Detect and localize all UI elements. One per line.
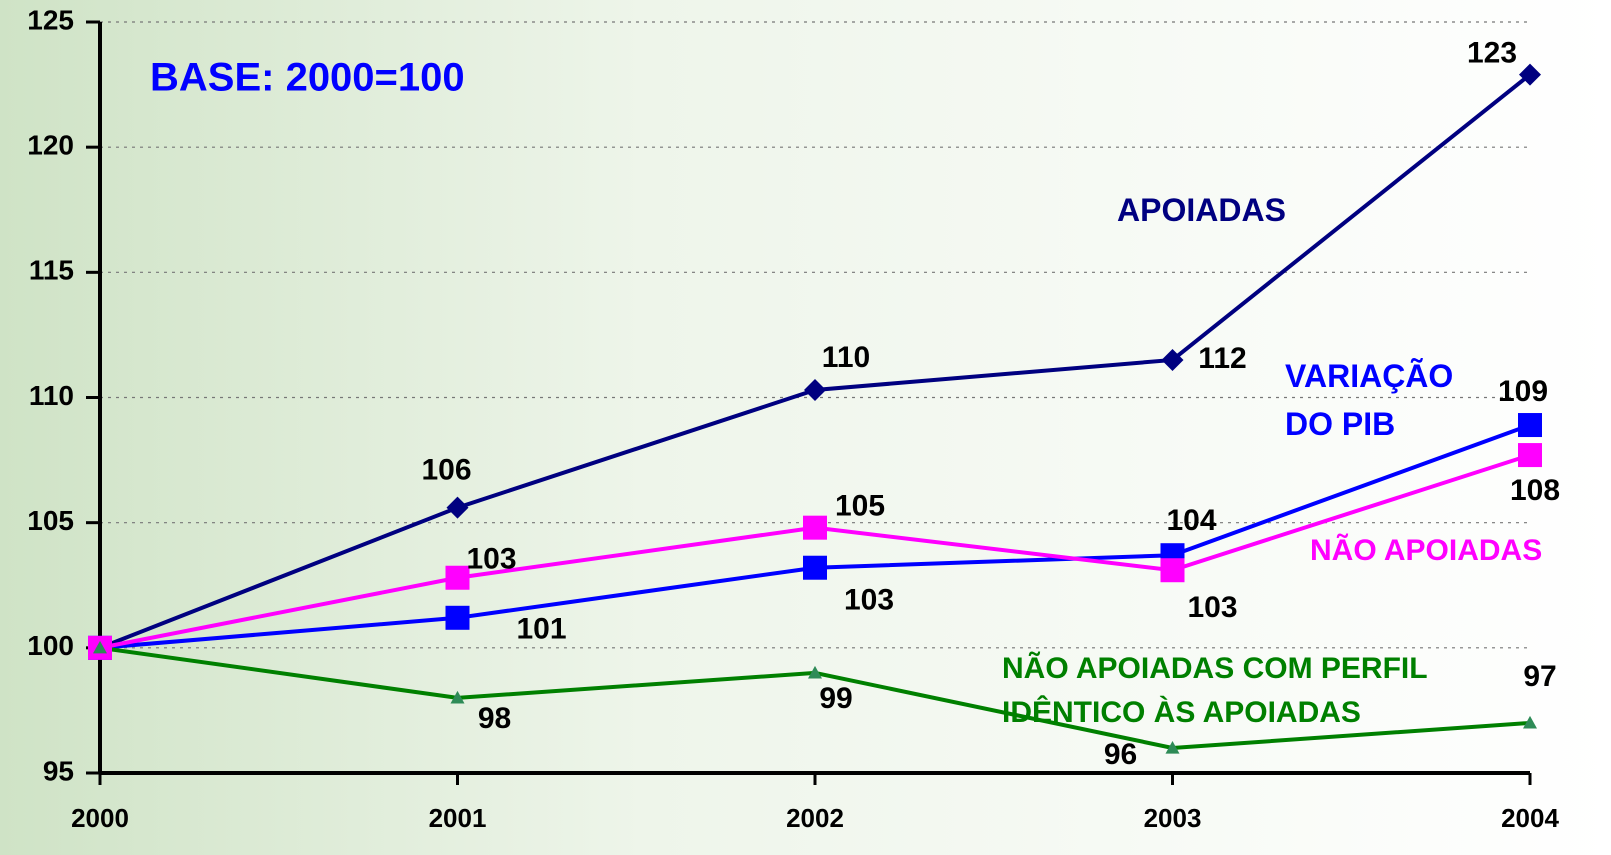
marker [1161, 348, 1184, 371]
series-label: NÃO APOIADAS [1310, 534, 1543, 567]
data-label: 103 [1187, 591, 1237, 624]
marker [803, 555, 827, 580]
series-label: VARIAÇÃO DO PIB [1285, 358, 1454, 442]
marker [1160, 558, 1185, 583]
data-label: 103 [844, 584, 894, 617]
data-label: 105 [835, 490, 885, 523]
marker [804, 378, 826, 401]
x-tick-label: 2000 [71, 803, 129, 833]
data-label: 96 [1104, 738, 1137, 771]
base-annotation: BASE: 2000=100 [150, 56, 465, 100]
marker [446, 496, 469, 519]
data-label: 112 [1198, 342, 1246, 375]
marker [1519, 63, 1541, 86]
y-tick-label: 95 [43, 755, 74, 786]
marker [1518, 413, 1542, 438]
data-label: 108 [1510, 474, 1560, 507]
y-tick-label: 115 [29, 255, 74, 286]
marker [445, 565, 470, 590]
series-label: NÃO APOIADAS COM PERFIL IDÊNTICO ÀS APOI… [1002, 652, 1428, 729]
y-tick-label: 110 [29, 380, 74, 411]
data-label: 99 [819, 682, 852, 715]
data-label: 106 [421, 454, 471, 487]
data-label: 98 [478, 702, 511, 735]
y-tick-label: 125 [27, 4, 74, 35]
x-tick-label: 2001 [429, 803, 487, 833]
data-label: 109 [1498, 375, 1548, 408]
marker [445, 605, 470, 630]
marker [1165, 740, 1180, 754]
marker [93, 640, 107, 654]
marker [808, 665, 822, 679]
data-label: 104 [1166, 504, 1216, 537]
data-label: 97 [1523, 660, 1556, 693]
x-tick-label: 2004 [1501, 803, 1559, 833]
series-label: APOIADAS [1117, 192, 1286, 228]
marker [803, 515, 827, 540]
data-label: 123 [1467, 36, 1517, 69]
data-label: 110 [822, 341, 870, 374]
y-tick-label: 100 [27, 630, 74, 661]
marker [1523, 715, 1537, 729]
x-tick-label: 2002 [786, 803, 844, 833]
y-tick-label: 120 [27, 130, 74, 161]
x-tick-label: 2003 [1144, 803, 1202, 833]
y-tick-label: 105 [27, 505, 74, 536]
marker [450, 690, 465, 704]
marker [1518, 443, 1542, 468]
data-label: 103 [466, 543, 516, 576]
data-label: 101 [516, 613, 566, 646]
